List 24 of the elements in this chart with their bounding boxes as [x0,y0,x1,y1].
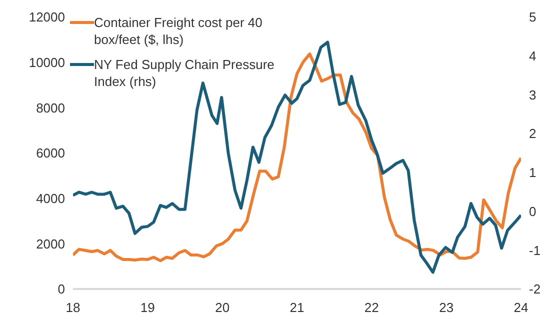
y2-tick-label: 0 [529,204,536,219]
y2-tick-label: 2 [529,126,536,142]
y2-tick-label: -2 [529,282,541,297]
x-tick-label: 19 [140,300,155,316]
y-tick-label: 4000 [36,190,65,206]
y-tick-label: 12000 [28,10,65,25]
legend-label: NY Fed Supply Chain Pressure Index (rhs) [94,56,276,90]
y-tick-label: 2000 [36,236,65,252]
x-tick-label: 18 [66,300,80,316]
x-tick-label: 24 [514,300,528,316]
y-tick-label: 10000 [28,54,65,70]
x-tick-label: 20 [215,300,230,316]
y2-tick-label: 5 [529,10,536,25]
x-tick-label: 22 [364,300,379,316]
y2-tick-label: 4 [529,48,536,64]
y2-tick-label: 1 [529,165,536,180]
x-tick-label: 23 [439,300,454,316]
legend-label: Container Freight cost per 40 box/feet ($, lhs) [94,14,264,48]
y-tick-label: 6000 [36,146,65,161]
x-tick-label: 21 [290,300,304,316]
y-tick-label: 0 [58,282,65,297]
y2-tick-label: 3 [529,87,536,102]
y2-tick-label: -1 [529,242,541,258]
y-tick-label: 8000 [36,100,65,116]
